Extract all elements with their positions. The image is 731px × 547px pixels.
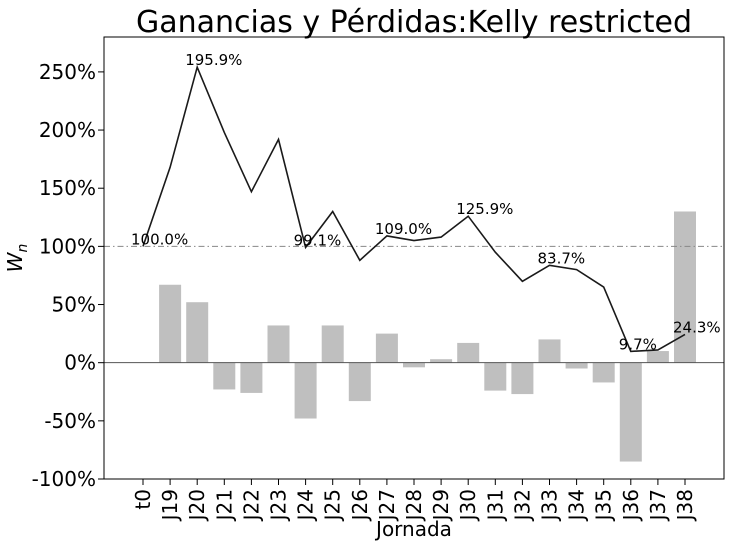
bar-J27: [375, 333, 398, 363]
x-tick-label-J32: J32: [510, 489, 534, 522]
bar-J32: [511, 362, 534, 395]
x-tick-label-J31: J31: [483, 489, 507, 522]
x-tick-label-J34: J34: [565, 489, 589, 522]
bar-J30: [457, 342, 480, 363]
annotation-J33: 83.7%: [538, 249, 586, 267]
y-tick-label: -100%: [32, 467, 96, 491]
y-tick-label: 50%: [52, 293, 96, 317]
x-tick-label-J35: J35: [592, 489, 616, 522]
y-tick-label: -50%: [44, 409, 96, 433]
bars-layer: [159, 211, 696, 462]
x-tick-label-J38: J38: [673, 489, 697, 522]
x-tick-label-J20: J20: [185, 489, 209, 522]
annotation-J20: 195.9%: [185, 51, 242, 69]
x-tick-label-J36: J36: [619, 489, 643, 522]
bar-J31: [484, 362, 507, 391]
bar-J20: [186, 302, 209, 363]
bar-J24: [294, 362, 317, 419]
bar-J28: [403, 362, 425, 368]
bar-J19: [159, 284, 182, 363]
y-tick-label: 250%: [39, 60, 96, 84]
x-tick-label-J22: J22: [239, 489, 263, 522]
annotation-J27: 109.0%: [375, 220, 432, 238]
bar-J25: [321, 325, 344, 363]
x-tick-label-J24: J24: [294, 489, 318, 522]
bar-J38: [674, 211, 696, 363]
x-tick-label-J27: J27: [375, 489, 399, 522]
annotations-layer: 100.0% 195.9% 99.1% 109.0% 125.9% 83.7% 9.7% 24…: [131, 51, 721, 353]
y-tick-label: 200%: [39, 118, 96, 142]
x-tick-label-J19: J19: [158, 489, 182, 522]
x-tick-label-J21: J21: [212, 489, 236, 522]
annotation-t0: 100.0%: [131, 230, 188, 248]
annotation-J24: 99.1%: [294, 231, 342, 249]
x-tick-label-J33: J33: [538, 489, 562, 522]
bar-J29: [430, 359, 453, 363]
annotation-J30: 125.9%: [456, 200, 513, 218]
x-tick-label-J28: J28: [402, 489, 426, 522]
x-tick-label-t0: t0: [131, 489, 155, 510]
wealth-line: [142, 64, 686, 353]
x-tick-label-J23: J23: [267, 489, 291, 522]
annotation-J36: 9.7%: [619, 335, 657, 353]
bar-J21: [213, 362, 236, 390]
bar-J22: [240, 362, 263, 393]
bar-J34: [565, 362, 588, 369]
bar-J36: [619, 362, 642, 462]
lines-layer: [104, 64, 724, 364]
x-tick-label-J29: J29: [429, 489, 453, 522]
x-tick-label-J25: J25: [321, 489, 345, 522]
bar-J33: [538, 339, 561, 363]
x-tick-label-J26: J26: [348, 489, 372, 522]
annotation-J38: 24.3%: [673, 318, 721, 336]
x-axis-label: Jornada: [374, 517, 452, 541]
bar-J26: [348, 362, 371, 402]
x-tick-label-J37: J37: [646, 489, 670, 522]
chart-title: Ganancias y Pérdidas:Kelly restricted: [136, 5, 692, 40]
bar-J23: [267, 325, 290, 363]
y-axis-label: Wn: [3, 244, 31, 273]
y-tick-label: 100%: [39, 234, 96, 258]
bar-J35: [592, 362, 615, 383]
bar-J37: [646, 351, 669, 363]
x-axis: t0 J19 J20 J21 J22 J23 J24 J25 J26 J27 J28 J29 J30 J3…: [131, 479, 697, 522]
x-tick-label-J30: J30: [456, 489, 480, 522]
y-tick-label: 0%: [64, 351, 96, 375]
y-axis: -100% -50% 0% 50% 100% 150% 200% 250%: [32, 60, 104, 491]
y-tick-label: 150%: [39, 176, 96, 200]
